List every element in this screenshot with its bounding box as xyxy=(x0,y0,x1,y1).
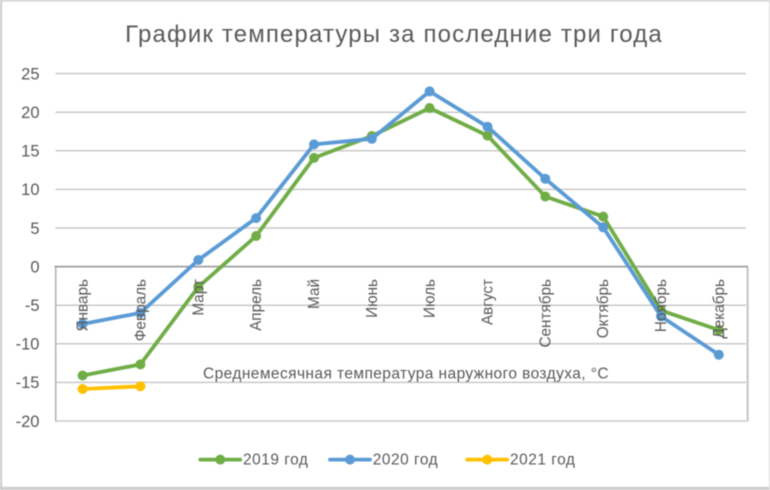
svg-text:Сентябрь: Сентябрь xyxy=(537,279,554,348)
svg-text:Февраль: Февраль xyxy=(132,279,149,341)
svg-text:0: 0 xyxy=(30,258,39,276)
svg-text:Март: Март xyxy=(190,279,207,316)
svg-text:Май: Май xyxy=(306,279,323,309)
svg-text:Декабрь: Декабрь xyxy=(711,279,728,339)
svg-text:График температуры за последни: График температуры за последние три года xyxy=(125,21,663,48)
svg-text:20: 20 xyxy=(21,104,39,122)
svg-text:2019 год: 2019 год xyxy=(243,452,308,469)
svg-text:25: 25 xyxy=(21,65,39,83)
svg-text:5: 5 xyxy=(30,220,39,238)
svg-text:-15: -15 xyxy=(16,374,40,392)
svg-text:2021 год: 2021 год xyxy=(510,452,575,469)
svg-text:-20: -20 xyxy=(16,413,40,431)
svg-text:Июнь: Июнь xyxy=(364,279,381,318)
svg-text:15: 15 xyxy=(21,143,39,161)
svg-text:Январь: Январь xyxy=(75,279,92,331)
svg-text:Среднемесячная температура нар: Среднемесячная температура наружного воз… xyxy=(203,366,609,383)
svg-text:-10: -10 xyxy=(16,336,40,354)
svg-text:-5: -5 xyxy=(25,297,40,315)
svg-text:2020 год: 2020 год xyxy=(373,452,438,469)
svg-text:10: 10 xyxy=(21,181,39,199)
svg-text:Август: Август xyxy=(480,279,497,325)
svg-text:Ноябрь: Ноябрь xyxy=(653,279,670,332)
svg-text:Апрель: Апрель xyxy=(248,279,265,331)
svg-text:Октябрь: Октябрь xyxy=(595,279,612,338)
svg-text:Июль: Июль xyxy=(422,279,439,318)
